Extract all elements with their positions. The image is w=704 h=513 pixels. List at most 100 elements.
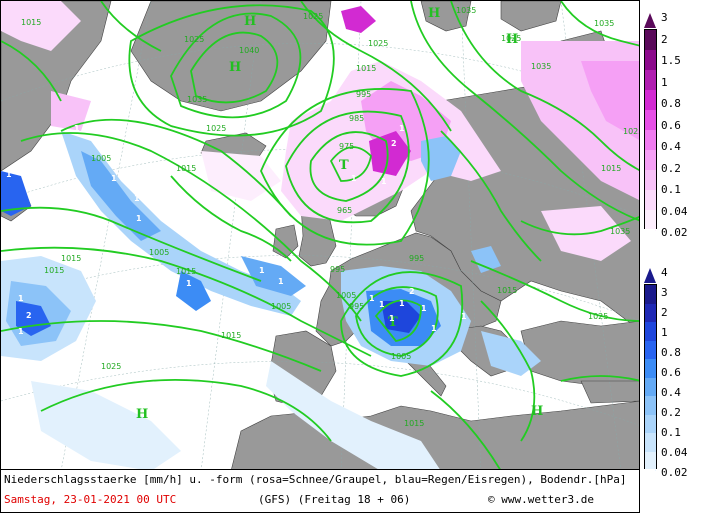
scale-label: 0.4 xyxy=(661,386,681,399)
scale-swatch xyxy=(645,70,656,91)
isobar-label: 1015 xyxy=(221,331,241,340)
scale-swatch xyxy=(645,414,656,434)
snow-scale-bar xyxy=(644,29,657,231)
isobar-label: 985 xyxy=(349,114,364,123)
high-pressure-label: H xyxy=(244,14,256,29)
rain-scale-bar xyxy=(644,284,657,471)
isobar-label: 975 xyxy=(339,142,354,151)
scale-label: 1.5 xyxy=(661,54,681,67)
isobar-label: 995 xyxy=(356,90,371,99)
scale-swatch xyxy=(645,50,656,71)
precip-value: 1 xyxy=(6,170,12,179)
isobar-label: 1025 xyxy=(303,12,323,21)
high-pressure-label: H xyxy=(229,60,241,75)
low-pressure-label: T xyxy=(388,315,398,330)
isobar-label: 1005 xyxy=(91,154,111,163)
isobar-label: 965 xyxy=(337,206,352,215)
scale-label: 0.6 xyxy=(661,366,681,379)
caption-model-run: (GFS) (Freitag 18 + 06) xyxy=(258,493,411,506)
isobar-label: 1015 xyxy=(44,266,64,275)
high-pressure-label: H xyxy=(136,407,148,422)
isobar-label: 1025 xyxy=(206,124,226,133)
high-pressure-label: H xyxy=(506,32,518,47)
precip-value-labels: 1 1 1 1 1 2 1 1 1 1 1 2 1 2 1 1 1 1 1 1 xyxy=(6,124,467,336)
precip-value: 1 xyxy=(421,304,427,313)
isobar-label: 1015 xyxy=(61,254,81,263)
precip-value: 1 xyxy=(399,299,405,308)
scale-swatch xyxy=(645,396,656,415)
scale-label: 0.1 xyxy=(661,426,681,439)
precip-value: 1 xyxy=(259,266,265,275)
scale-swatch xyxy=(645,359,656,378)
precip-value: 1 xyxy=(431,324,437,333)
isobar-label: 1025 xyxy=(101,362,121,371)
scale-swatch xyxy=(645,30,656,51)
scale-swatch xyxy=(645,90,656,111)
precip-value: 1 xyxy=(389,314,395,323)
pressure-centers: H H H H H H T T xyxy=(136,6,543,422)
scale-label: 0.4 xyxy=(661,140,681,153)
scale-swatch xyxy=(645,285,656,304)
scale-bottom-arrow xyxy=(644,469,656,482)
precip-value: 1 xyxy=(278,277,284,286)
snow-color-scale: 3 2 1.5 1 0.8 0.6 0.4 0.2 0.1 0.04 0.02 xyxy=(640,10,704,245)
scale-label: 0.2 xyxy=(661,406,681,419)
scale-swatch xyxy=(645,340,656,360)
precip-value: 1 xyxy=(134,194,140,203)
scale-label: 3 xyxy=(661,11,668,24)
isobar-label: 1035 xyxy=(610,227,630,236)
scale-swatch xyxy=(645,322,656,341)
scale-swatch xyxy=(645,150,656,171)
turkey xyxy=(520,320,639,387)
isobar-labels: 1015 1025 1040 1035 1025 1015 985 975 99… xyxy=(21,6,640,428)
caption-box: Niederschlagsstaerke [mm/h] u. -form (ro… xyxy=(0,470,640,513)
scale-swatch xyxy=(645,170,656,191)
isobar-label: 995 xyxy=(349,302,364,311)
scale-label: 0.8 xyxy=(661,97,681,110)
scale-label: 0.02 xyxy=(661,466,688,479)
isobar-label: 1015 xyxy=(497,286,517,295)
precip-value: 1 xyxy=(18,294,24,303)
scale-label: 4 xyxy=(661,266,668,279)
map-svg: 1015 1025 1040 1035 1025 1015 985 975 99… xyxy=(1,1,640,469)
rain-precip-layer xyxy=(1,131,541,469)
precip-value: 1 xyxy=(111,174,117,183)
isobar-label: 1015 xyxy=(176,267,196,276)
scale-label: 0.2 xyxy=(661,161,681,175)
precip-value: 1 xyxy=(379,300,385,309)
scale-label: 1 xyxy=(661,75,668,89)
isobar-label: 1035 xyxy=(187,95,207,104)
scale-label: 0.02 xyxy=(661,226,688,239)
isobar-label: 1005 xyxy=(149,248,169,257)
isobar-label: 1015 xyxy=(404,419,424,428)
high-pressure-label: H xyxy=(531,404,543,419)
map-panel: 1015 1025 1040 1035 1025 1015 985 975 99… xyxy=(0,0,640,470)
isobar-label: 995 xyxy=(409,254,424,263)
isobar-label: 1015 xyxy=(601,164,621,173)
scale-swatch xyxy=(645,130,656,151)
precip-value: 1 xyxy=(369,294,375,303)
isobar-label: 1025 xyxy=(623,127,640,136)
scale-label: 0.04 xyxy=(661,446,688,459)
scale-label: 2 xyxy=(661,32,668,46)
isobar-label: 1005 xyxy=(336,291,356,300)
isobar-label: 995 xyxy=(330,265,345,274)
isobar-label: 1015 xyxy=(21,18,41,27)
scale-swatch xyxy=(645,377,656,397)
isobar-label: 1025 xyxy=(501,34,521,43)
isobar-label: 1035 xyxy=(456,6,476,15)
scale-swatch xyxy=(645,433,656,452)
precip-value: 2 xyxy=(391,139,397,148)
isobar-label: 1015 xyxy=(356,64,376,73)
high-pressure-label: H xyxy=(428,6,440,21)
precip-value: 1 xyxy=(399,124,405,133)
scale-swatch xyxy=(645,190,656,211)
scale-swatch xyxy=(645,451,656,471)
isobar-label: 1025 xyxy=(588,312,608,321)
caption-date: Samstag, 23-01-2021 00 UTC xyxy=(4,493,177,506)
caption-copyright: © www.wetter3.de xyxy=(488,493,594,506)
scale-label: 3 xyxy=(661,286,668,299)
precip-value: 1 xyxy=(18,327,24,336)
scale-label: 2 xyxy=(661,306,668,319)
